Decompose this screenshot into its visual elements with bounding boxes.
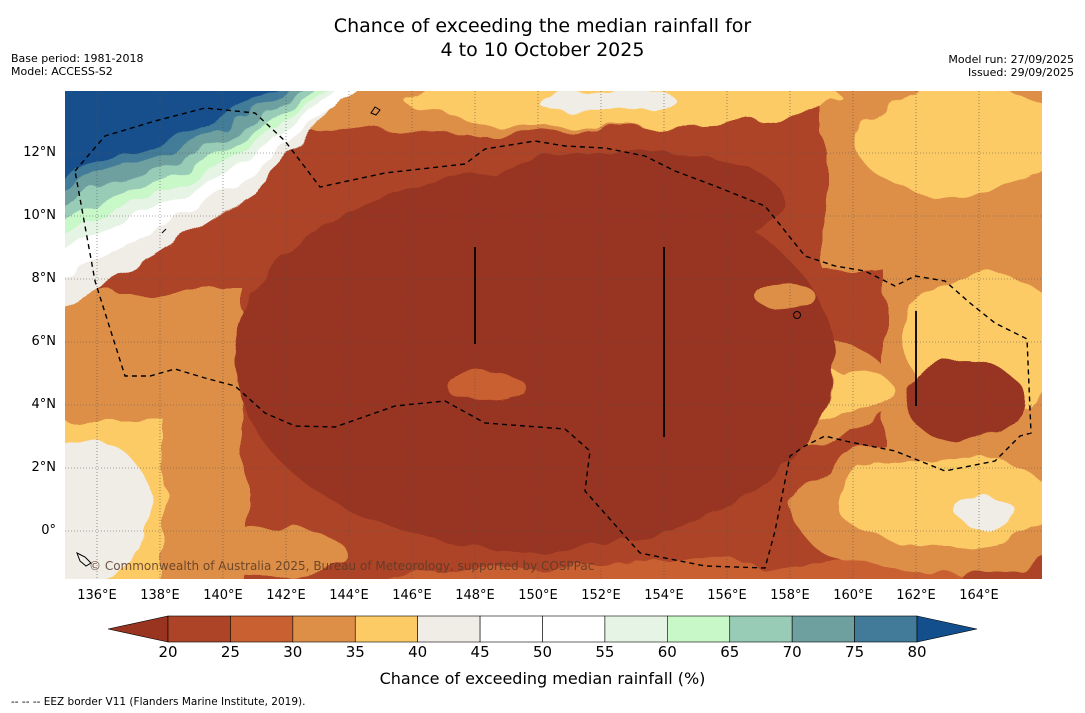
colorbar-segment xyxy=(729,615,793,643)
colorbar-tick: 35 xyxy=(345,643,365,661)
wet-anomaly-northwest xyxy=(65,91,359,306)
model-info: Base period: 1981-2018 Model: ACCESS-S2 xyxy=(11,52,143,78)
copyright-notice: © Commonwealth of Australia 2025, Bureau… xyxy=(89,559,594,573)
base-period: Base period: 1981-2018 xyxy=(11,52,144,65)
lon-label: 150°E xyxy=(518,588,558,603)
colorbar-segment xyxy=(417,615,481,643)
issued-date: Issued: 29/09/2025 xyxy=(967,66,1074,79)
eez-border xyxy=(74,107,1032,569)
colorbar-tick: 65 xyxy=(720,643,740,661)
colorbar-tick: 70 xyxy=(782,643,802,661)
lat-label: 6°N xyxy=(31,334,57,349)
map-fill xyxy=(65,91,1042,579)
lon-label: 142°E xyxy=(266,588,306,603)
lon-label: 146°E xyxy=(392,588,432,603)
colorbar-segment xyxy=(854,615,918,643)
colorbar-under-arrow xyxy=(107,615,169,643)
lon-label: 136°E xyxy=(77,588,117,603)
lon-label: 152°E xyxy=(581,588,621,603)
lon-label: 148°E xyxy=(455,588,495,603)
colorbar xyxy=(107,615,978,643)
colorbar-segment xyxy=(667,615,731,643)
title-line-2: 4 to 10 October 2025 xyxy=(440,39,645,61)
colorbar-tick: 45 xyxy=(470,643,490,661)
colorbar-segment xyxy=(167,615,231,643)
lon-label: 158°E xyxy=(770,588,810,603)
colorbar-tick: 30 xyxy=(283,643,303,661)
colorbar-segment xyxy=(230,615,294,643)
colorbar-segment xyxy=(354,615,418,643)
colorbar-tick: 20 xyxy=(158,643,178,661)
lon-label: 144°E xyxy=(329,588,369,603)
colorbar-tick: 55 xyxy=(595,643,615,661)
run-info: Model run: 27/09/2025 Issued: 29/09/2025 xyxy=(948,53,1074,79)
lon-label: 164°E xyxy=(959,588,999,603)
colorbar-tick: 50 xyxy=(532,643,553,661)
colorbar-segment xyxy=(604,615,668,643)
lon-label: 156°E xyxy=(707,588,747,603)
rainfall-map: © Commonwealth of Australia 2025, Bureau… xyxy=(65,91,1042,579)
lat-label: 10°N xyxy=(23,208,56,223)
lat-label: 8°N xyxy=(31,271,57,286)
colorbar-tick: 25 xyxy=(220,643,240,661)
colorbar-segment xyxy=(542,615,606,643)
lat-label: 0° xyxy=(41,523,56,538)
model-run-date: Model run: 27/09/2025 xyxy=(948,53,1074,66)
map-title: Chance of exceeding the median rainfall … xyxy=(0,14,1085,62)
eez-legend-note: -- -- -- EEZ border V11 (Flanders Marine… xyxy=(11,696,306,708)
colorbar-segment xyxy=(791,615,855,643)
lon-label: 160°E xyxy=(833,588,873,603)
colorbar-segments xyxy=(167,615,918,643)
colorbar-over-arrow xyxy=(916,615,978,643)
colorbar-tick: 80 xyxy=(907,643,927,661)
colorbar-segment xyxy=(292,615,356,643)
lat-label: 12°N xyxy=(23,145,56,160)
lon-label: 140°E xyxy=(203,588,243,603)
title-line-1: Chance of exceeding the median rainfall … xyxy=(333,15,752,37)
islands xyxy=(76,106,801,567)
colorbar-tick: 75 xyxy=(845,643,865,661)
colorbar-segment xyxy=(479,615,543,643)
lat-label: 4°N xyxy=(31,397,57,412)
model-name: Model: ACCESS-S2 xyxy=(11,65,113,78)
lon-label: 162°E xyxy=(896,588,936,603)
interior-core xyxy=(235,151,1025,551)
lon-label: 154°E xyxy=(644,588,684,603)
land-lines xyxy=(474,247,917,437)
colorbar-title: Chance of exceeding median rainfall (%) xyxy=(379,669,706,688)
colorbar-tick: 40 xyxy=(408,643,428,661)
colorbar-tick: 60 xyxy=(657,643,677,661)
lat-label: 2°N xyxy=(31,460,57,475)
lon-label: 138°E xyxy=(140,588,180,603)
graticule xyxy=(65,91,1042,579)
